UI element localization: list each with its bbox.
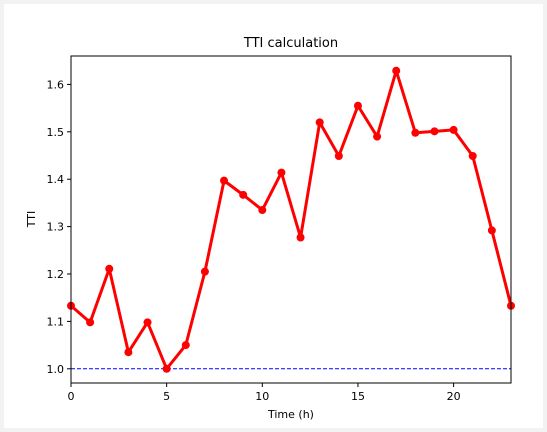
y-tick-label: 1.0 bbox=[47, 363, 65, 376]
data-point bbox=[373, 132, 382, 141]
data-point bbox=[220, 176, 229, 185]
data-point bbox=[430, 127, 439, 136]
y-tick-label: 1.6 bbox=[47, 78, 65, 91]
data-point bbox=[449, 125, 458, 134]
data-point bbox=[411, 128, 420, 137]
data-point bbox=[239, 190, 248, 199]
chart-frame: 0 5 10 15 20 1.0 1.1 1.2 1.3 1.4 1.5 1.6 TTI calcu… bbox=[4, 4, 543, 428]
y-tick-label: 1.5 bbox=[47, 126, 65, 139]
x-tick-label: 5 bbox=[163, 390, 170, 403]
y-tick-label: 1.3 bbox=[47, 221, 65, 234]
tti-line-chart: 0 5 10 15 20 1.0 1.1 1.2 1.3 1.4 1.5 1.6 TTI calcu… bbox=[25, 36, 515, 421]
data-point bbox=[162, 364, 171, 373]
data-point bbox=[181, 341, 190, 350]
x-tick-label: 20 bbox=[447, 390, 461, 403]
y-tick-label: 1.2 bbox=[47, 268, 65, 281]
data-point bbox=[392, 66, 401, 75]
data-point bbox=[468, 151, 477, 160]
data-point bbox=[200, 267, 209, 276]
x-axis-label: Time (h) bbox=[267, 408, 314, 421]
x-tick-label: 0 bbox=[68, 390, 75, 403]
data-point bbox=[143, 318, 152, 327]
y-tick-label: 1.1 bbox=[47, 315, 65, 328]
data-point bbox=[487, 226, 496, 235]
data-point bbox=[353, 101, 362, 110]
data-point bbox=[124, 348, 133, 357]
plot-border bbox=[70, 55, 512, 384]
data-point bbox=[315, 118, 324, 127]
data-point bbox=[296, 233, 305, 242]
data-point bbox=[86, 318, 95, 327]
x-tick-label: 10 bbox=[255, 390, 269, 403]
data-point bbox=[105, 264, 114, 273]
data-point bbox=[258, 206, 267, 215]
chart-title: TTI calculation bbox=[243, 36, 338, 51]
data-point bbox=[334, 151, 343, 160]
plot-area bbox=[71, 56, 511, 383]
y-tick-label: 1.4 bbox=[47, 173, 65, 186]
data-point bbox=[277, 168, 286, 177]
x-tick-label: 15 bbox=[351, 390, 365, 403]
y-axis-label: TTI bbox=[25, 211, 38, 229]
